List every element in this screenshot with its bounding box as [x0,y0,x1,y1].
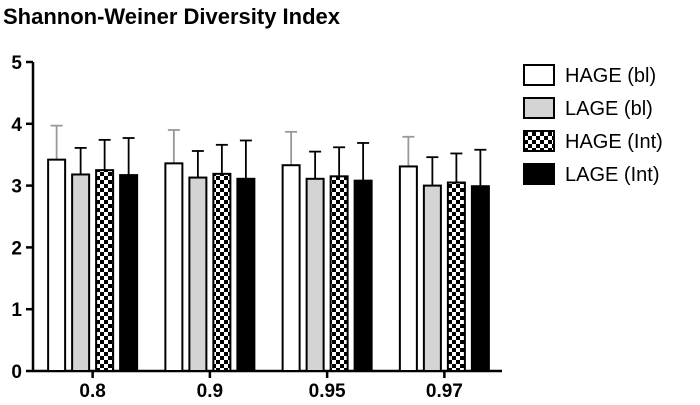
bar [71,173,91,372]
bar [422,184,442,372]
bar [164,162,184,372]
legend-label: HAGE (bl) [565,65,656,87]
bar [236,177,256,372]
y-tick-label: 4 [11,115,22,136]
bars [47,124,490,372]
legend-label: LAGE (bl) [565,98,653,120]
bar [95,169,115,372]
bar [281,164,301,372]
bar [119,174,139,372]
y-tick-label: 5 [11,53,22,74]
y-tick-label: 2 [11,238,22,259]
chart-title: Shannon-Weiner Diversity Index [3,4,341,29]
bar [329,175,349,372]
bar [446,181,466,372]
legend-swatch [523,130,555,152]
bar [305,177,325,372]
legend-swatch [523,97,555,119]
bar [470,185,490,372]
legend-swatch [523,163,555,185]
bar [47,158,67,372]
y-tick-label: 0 [11,362,22,383]
x-tick-label: 0.97 [426,381,463,402]
bar [353,179,373,372]
y-tick-label: 3 [11,177,22,198]
legend-swatch [523,64,555,86]
bar [212,172,232,372]
x-tick-label: 0.9 [197,381,223,402]
bar [188,176,208,372]
legend-label: LAGE (Int) [565,164,659,186]
x-tick-label: 0.95 [309,381,346,402]
legend-label: HAGE (Int) [565,131,663,153]
legend: HAGE (bl) LAGE (bl) HAGE (Int) LAGE (Int) [523,64,663,186]
y-tick-label: 1 [11,300,22,321]
bar [398,165,418,372]
x-tick-label: 0.8 [79,381,105,402]
